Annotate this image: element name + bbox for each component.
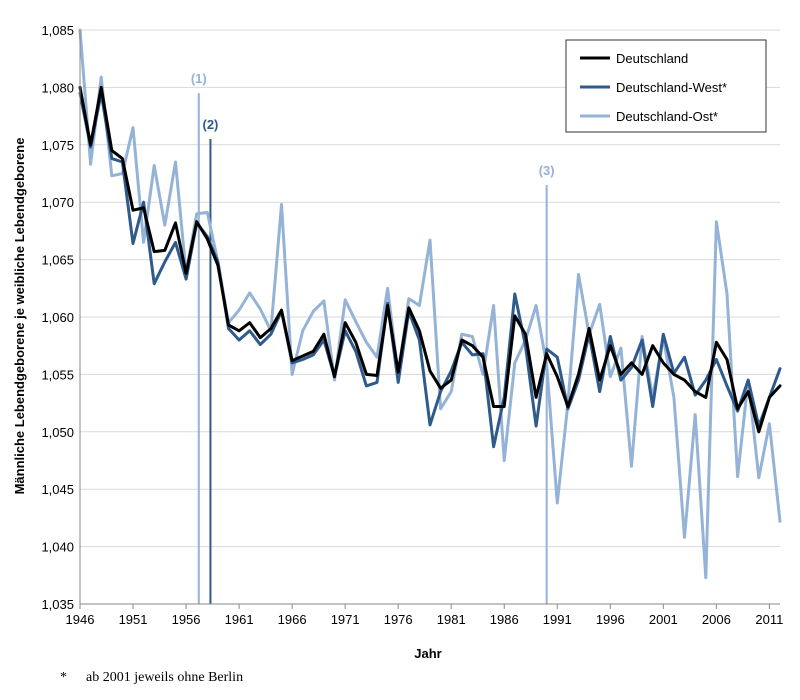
x-tick-label: 1991 [543,612,572,627]
legend-label: Deutschland-Ost* [616,109,718,124]
event-markers: (1) (2) (3) [191,71,555,604]
x-tick-label: 1946 [66,612,95,627]
legend: Deutschland Deutschland-West* Deutschland-… [565,39,767,133]
series-line-0 [78,85,782,434]
y-axis-title: Männliche Lebendgeborene je weibliche Le… [12,138,27,495]
x-tick-label: 1961 [225,612,254,627]
x-tick-label: 1986 [490,612,519,627]
y-tick-label: 1,050 [41,425,74,440]
y-tick-label: 1,045 [41,482,74,497]
x-tick-label: 1971 [331,612,360,627]
line-chart: (1) (2) (3) 1,035 1,040 1,045 1,050 1,055 1,060… [12,23,784,661]
event-marker-label: (1) [191,71,207,86]
footnote-text: ab 2001 jeweils ohne Berlin [86,670,244,685]
x-tick-label: 1956 [172,612,201,627]
y-tick-label: 1,040 [41,540,74,555]
x-tick-label: 1996 [596,612,625,627]
axes [79,30,780,609]
y-tick-label: 1,075 [41,138,74,153]
y-tick-label: 1,085 [41,23,74,38]
y-tick-label: 1,035 [41,597,74,612]
x-tick-labels: 1946 1951 1956 1961 1966 1971 1976 1981 1986 1991… [66,612,784,627]
x-tick-label: 1981 [437,612,466,627]
footnote-symbol: * [60,670,67,685]
x-tick-label: 2011 [755,612,783,627]
y-tick-label: 1,065 [41,253,74,268]
legend-label: Deutschland-West* [616,80,727,95]
x-tick-label: 1976 [384,612,413,627]
event-marker-label: (2) [203,117,219,132]
y-tick-label: 1,060 [41,310,74,325]
footnote: * ab 2001 jeweils ohne Berlin [60,670,243,686]
y-tick-label: 1,055 [41,367,74,382]
series-lines [78,28,782,580]
event-marker-label: (3) [539,163,555,178]
x-tick-label: 2001 [649,612,678,627]
x-tick-label: 2006 [702,612,731,627]
y-tick-label: 1,080 [41,80,74,95]
x-tick-label: 1966 [278,612,307,627]
x-tick-label: 1951 [119,612,148,627]
y-tick-label: 1,070 [41,195,74,210]
x-axis-title: Jahr [414,646,441,661]
y-tick-labels: 1,035 1,040 1,045 1,050 1,055 1,060 1,065 1,070… [41,23,74,612]
legend-label: Deutschland [616,51,688,66]
